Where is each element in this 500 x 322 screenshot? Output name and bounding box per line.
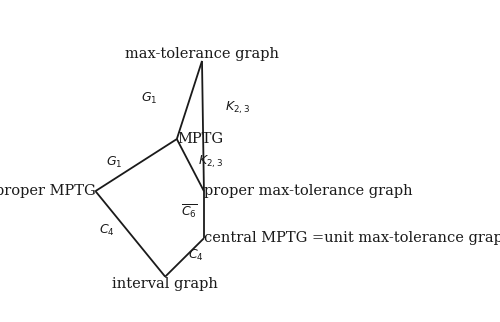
Text: max-tolerance graph: max-tolerance graph <box>125 47 279 61</box>
Text: $\overline{C_6}$: $\overline{C_6}$ <box>182 202 198 220</box>
Text: $G_1$: $G_1$ <box>141 90 158 106</box>
Text: interval graph: interval graph <box>112 277 218 291</box>
Text: proper max-tolerance graph: proper max-tolerance graph <box>204 184 412 198</box>
Text: $G_1$: $G_1$ <box>106 155 122 170</box>
Text: proper MPTG: proper MPTG <box>0 184 96 198</box>
Text: MPTG: MPTG <box>177 132 223 146</box>
Text: $C_4$: $C_4$ <box>188 248 204 263</box>
Text: $K_{2,3}$: $K_{2,3}$ <box>225 100 250 116</box>
Text: $C_4$: $C_4$ <box>99 223 115 238</box>
Text: $K_{2,3}$: $K_{2,3}$ <box>198 153 224 170</box>
Text: central MPTG =unit max-tolerance graph: central MPTG =unit max-tolerance graph <box>204 231 500 245</box>
